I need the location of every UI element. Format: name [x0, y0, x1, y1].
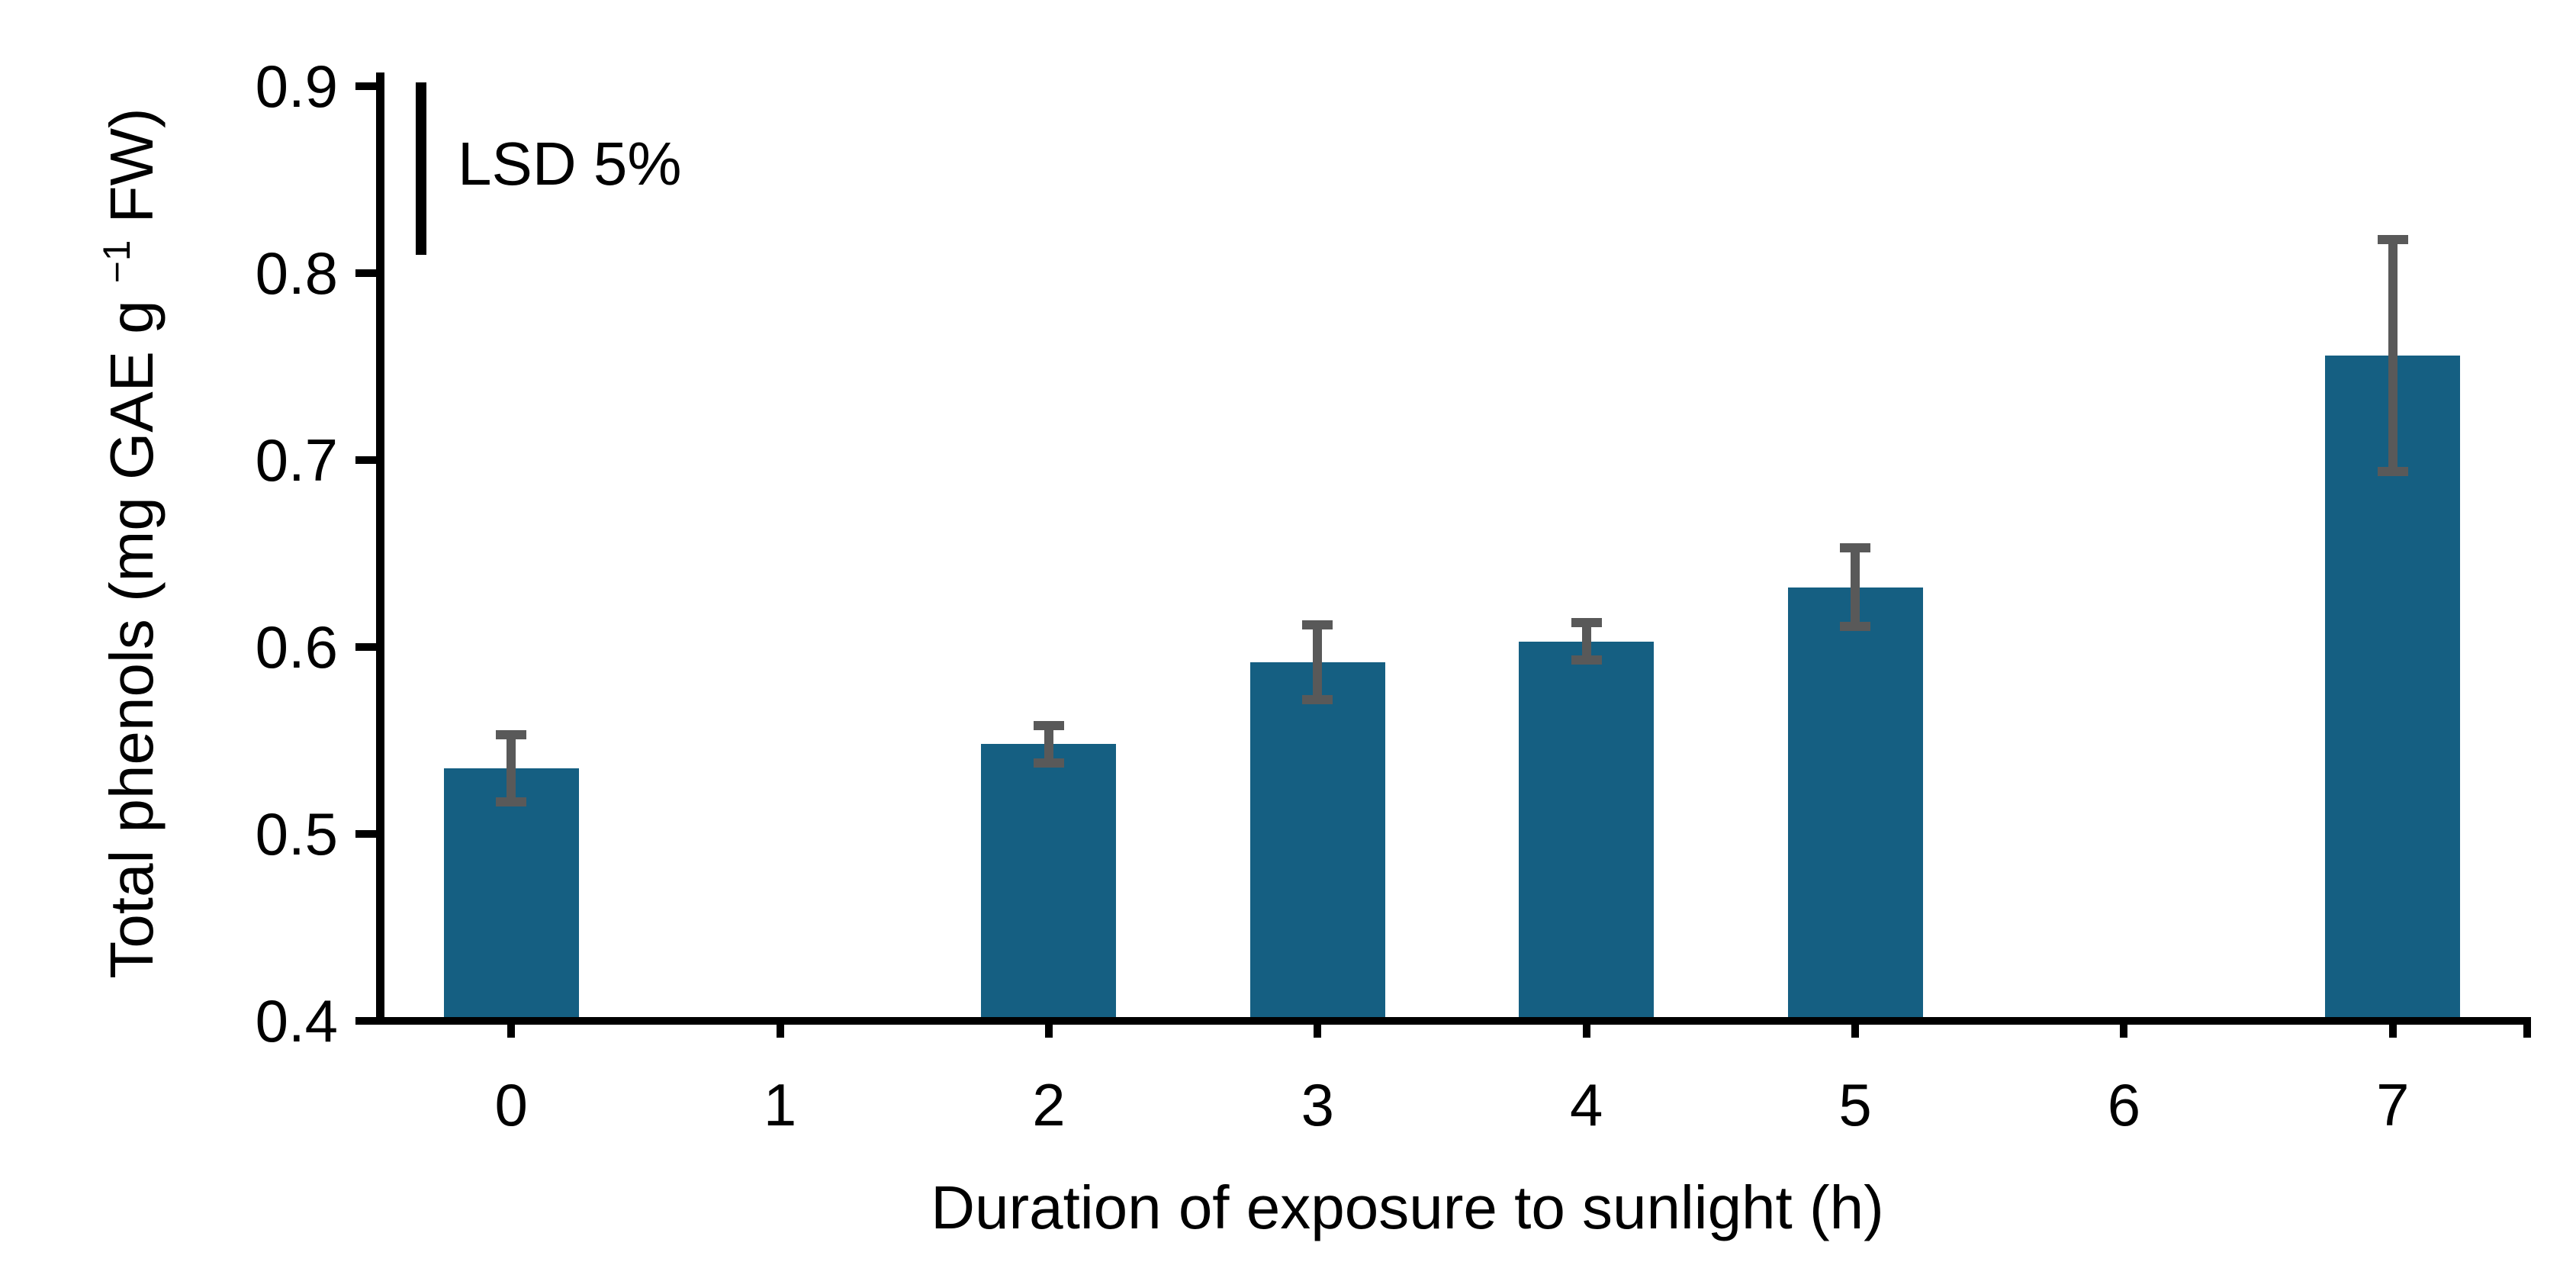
y-axis-line [376, 72, 384, 1025]
x-tick-label: 4 [1569, 1071, 1603, 1138]
x-axis-end-tick [2523, 1025, 2531, 1038]
x-tick [507, 1025, 516, 1038]
error-bar-cap-bottom [496, 797, 527, 807]
error-bar-whisker [1044, 725, 1053, 763]
y-tick [355, 830, 376, 838]
error-bar-cap-bottom [1571, 655, 1602, 665]
error-bar-whisker [1581, 623, 1591, 661]
x-tick [1314, 1025, 1322, 1038]
y-tick-label: 0.8 [255, 240, 338, 307]
bar [1519, 641, 1655, 1017]
x-tick [2388, 1025, 2397, 1038]
y-tick-label: 0.5 [255, 800, 338, 868]
error-bar-cap-top [1840, 543, 1871, 553]
y-tick [355, 456, 376, 464]
error-bar-whisker [507, 735, 516, 803]
error-bar-cap-top [1571, 618, 1602, 628]
error-bar-cap-bottom [1302, 694, 1333, 704]
error-bar-cap-bottom [2377, 466, 2408, 476]
bar [1249, 662, 1385, 1017]
x-tick-label: 7 [2376, 1071, 2410, 1138]
bar [443, 768, 579, 1017]
y-tick-label: 0.9 [255, 53, 338, 120]
x-tick [1582, 1025, 1590, 1038]
error-bar-whisker [1851, 548, 1860, 627]
bar [1787, 587, 1923, 1017]
y-tick [355, 269, 376, 277]
lsd-reference-line [416, 82, 426, 255]
x-tick [776, 1025, 784, 1038]
error-bar-cap-top [2377, 234, 2408, 244]
error-bar-cap-top [496, 730, 527, 740]
x-tick-label: 6 [2107, 1071, 2141, 1138]
x-tick-label: 5 [1838, 1071, 1872, 1138]
lsd-label: LSD 5% [458, 130, 682, 198]
x-tick-label: 0 [494, 1071, 528, 1138]
y-tick-label: 0.7 [255, 427, 338, 494]
error-bar-cap-bottom [1033, 758, 1064, 768]
error-bar-whisker [1313, 624, 1323, 700]
error-bar-cap-top [1033, 720, 1064, 730]
x-tick [1851, 1025, 1860, 1038]
y-tick [355, 643, 376, 651]
error-bar-cap-top [1302, 620, 1333, 629]
y-axis-title-exponent: −1 [95, 240, 139, 284]
x-tick-label: 3 [1301, 1071, 1334, 1138]
y-axis-title: Total phenols (mg GAE g −1 FW) [82, 108, 167, 978]
y-axis-title-unit: FW) [97, 108, 166, 240]
bar [981, 744, 1117, 1017]
x-tick-label: 2 [1032, 1071, 1066, 1138]
x-tick [2120, 1025, 2128, 1038]
error-bar-whisker [2388, 239, 2398, 472]
y-tick-label: 0.4 [255, 987, 338, 1054]
x-tick [1044, 1025, 1053, 1038]
x-axis-title: Duration of exposure to sunlight (h) [931, 1173, 1884, 1241]
y-tick [355, 1017, 376, 1025]
x-tick-label: 1 [763, 1071, 797, 1138]
y-tick [355, 82, 376, 90]
error-bar-cap-bottom [1840, 622, 1871, 632]
y-tick-label: 0.6 [255, 613, 338, 681]
y-axis-title-text: Total phenols (mg GAE g [97, 283, 166, 979]
x-axis-line [355, 1017, 2531, 1025]
